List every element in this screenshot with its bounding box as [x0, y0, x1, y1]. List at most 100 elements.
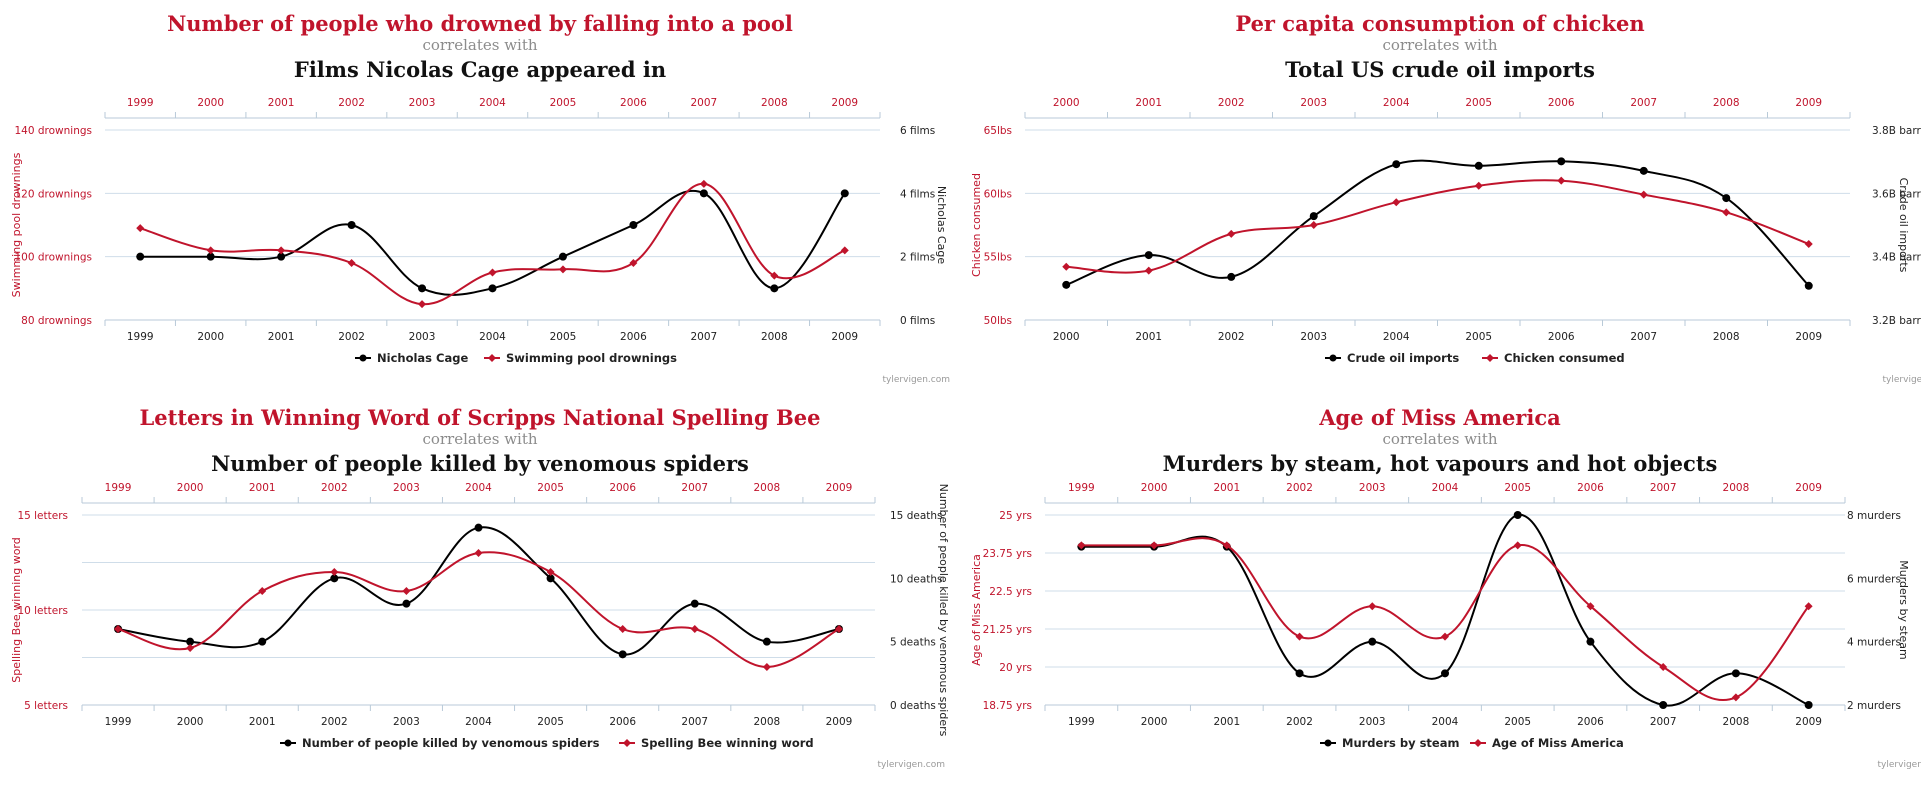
data-point-black: [1731, 669, 1740, 678]
x-tick-top: 2006: [609, 482, 636, 494]
x-tick-bottom: 2009: [1795, 716, 1822, 728]
x-tick-top: 2000: [1053, 97, 1080, 109]
y-tick-left: 15 letters: [17, 510, 68, 522]
series-line-2: [139, 182, 846, 306]
data-point-red: [770, 271, 779, 280]
y-tick-left: 100 drownings: [14, 252, 92, 264]
x-tick-top: 2008: [761, 97, 788, 109]
data-point-red: [186, 644, 195, 652]
data-point-red: [618, 625, 627, 633]
y-tick-left: 120 drownings: [14, 188, 92, 200]
data-point-black: [1639, 166, 1648, 175]
data-point-black: [1392, 160, 1401, 169]
data-point-black: [546, 574, 555, 583]
data-point-black: [1368, 637, 1377, 646]
data-point-black: [699, 189, 708, 198]
x-tick-top: 1999: [105, 482, 132, 494]
y-tick-right: 2 films: [900, 252, 935, 264]
data-point-red: [834, 625, 843, 633]
y-tick-left: 140 drownings: [14, 125, 92, 137]
data-point-red: [1077, 541, 1086, 550]
x-tick-top: 2005: [1504, 482, 1531, 494]
credit-text: tylervigen.com: [883, 375, 950, 385]
data-point-red: [258, 587, 267, 595]
data-point-black: [558, 252, 567, 261]
data-point-red: [1392, 198, 1401, 207]
x-tick-top: 2003: [409, 97, 436, 109]
data-point-red: [114, 625, 123, 633]
data-point-black: [618, 650, 627, 659]
chart-title-bottom: Number of people killed by venomous spid…: [211, 451, 749, 476]
data-point-red: [1441, 632, 1449, 641]
x-tick-bottom: 2003: [393, 716, 420, 728]
data-point-red: [330, 568, 339, 576]
y-axis-label-right: Nicholas Cage: [935, 186, 948, 264]
x-tick-bottom: 2007: [690, 331, 717, 343]
x-tick-top: 2009: [1795, 482, 1822, 494]
chart-title-top: Age of Miss America: [1318, 405, 1561, 430]
y-tick-right: 3.4B barrels: [1872, 252, 1921, 264]
y-tick-right: 3.2B barrels: [1872, 315, 1921, 327]
x-tick-top: 2006: [620, 97, 647, 109]
data-point-red: [1368, 602, 1377, 611]
x-tick-top: 2007: [690, 97, 717, 109]
x-tick-bottom: 2008: [761, 331, 788, 343]
x-tick-bottom: 2002: [1286, 716, 1313, 728]
legend-label: Murders by steam: [1342, 736, 1459, 750]
chart-group-3: Letters in Winning Word of Scripps Natio…: [10, 405, 950, 770]
x-tick-top: 2008: [1713, 97, 1740, 109]
data-point-red: [546, 568, 555, 576]
x-tick-top: 2004: [1383, 97, 1410, 109]
x-tick-bottom: 2004: [1432, 716, 1459, 728]
x-tick-top: 2009: [826, 482, 853, 494]
data-point-black: [488, 284, 497, 293]
data-point-red: [277, 246, 286, 255]
x-tick-bottom: 2003: [1300, 331, 1327, 343]
data-point-black: [840, 189, 849, 198]
x-tick-top: 2000: [197, 97, 224, 109]
y-tick-left: 60lbs: [984, 188, 1012, 200]
y-axis-label-left: Chicken consumed: [970, 173, 983, 277]
x-tick-top: 1999: [127, 97, 154, 109]
y-tick-right: 4 murders: [1847, 637, 1901, 649]
chart-panel-3: Letters in Winning Word of Scripps Natio…: [0, 394, 960, 788]
chart-title-top: Number of people who drowned by falling …: [167, 11, 793, 36]
chart-title-bottom: Murders by steam, hot vapours and hot ob…: [1163, 451, 1718, 476]
x-tick-bottom: 1999: [105, 716, 132, 728]
y-tick-right: 2 murders: [1847, 700, 1901, 712]
chart-title-bottom: Total US crude oil imports: [1285, 57, 1595, 82]
legend-label: Crude oil imports: [1347, 351, 1459, 365]
x-tick-bottom: 2007: [681, 716, 708, 728]
x-tick-top: 2006: [1577, 482, 1604, 494]
y-tick-left: 10 letters: [17, 605, 68, 617]
data-point-black: [277, 252, 286, 261]
data-point-black: [206, 252, 215, 261]
data-point-black: [474, 523, 483, 532]
x-tick-bottom: 2006: [1548, 331, 1575, 343]
data-point-red: [1222, 541, 1231, 550]
legend-marker: [488, 354, 496, 362]
data-point-red: [1722, 208, 1731, 217]
data-point-black: [402, 599, 411, 608]
data-point-red: [1150, 541, 1159, 550]
y-tick-right: 6 films: [900, 125, 935, 137]
data-point-black: [347, 221, 356, 229]
y-tick-right: 0 deaths: [890, 700, 936, 712]
data-point-red: [347, 259, 356, 267]
series-line-1: [140, 190, 846, 296]
chart-group-1: Number of people who drowned by falling …: [10, 11, 950, 385]
y-tick-left: 80 drownings: [21, 315, 92, 327]
data-point-red: [1586, 602, 1595, 611]
data-point-red: [402, 587, 411, 595]
credit-text: tylervigen.com: [1883, 375, 1921, 385]
data-point-black: [770, 284, 779, 293]
y-axis-label-right: Number of people killed by venomous spid…: [937, 484, 950, 737]
legend-marker: [1329, 354, 1337, 362]
chart-svg-2: Per capita consumption of chickencorrela…: [970, 11, 1921, 385]
data-point-red: [1731, 693, 1740, 702]
legend-marker: [284, 739, 292, 747]
x-tick-bottom: 2001: [1135, 331, 1162, 343]
x-tick-bottom: 2004: [465, 716, 492, 728]
data-point-red: [1295, 632, 1304, 641]
legend-label: Chicken consumed: [1504, 351, 1625, 365]
